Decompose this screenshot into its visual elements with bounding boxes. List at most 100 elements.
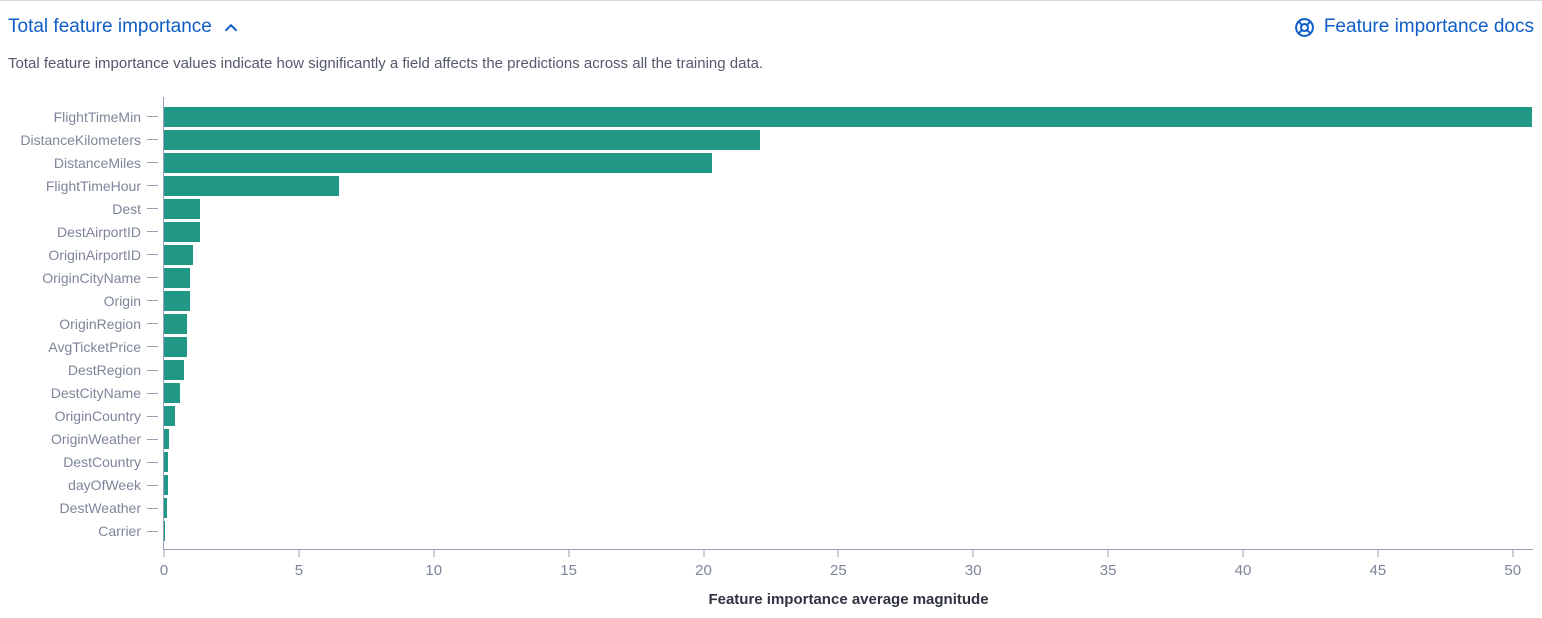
bar[interactable]	[164, 267, 191, 288]
x-axis-title: Feature importance average magnitude	[708, 591, 989, 608]
x-axis-tick-label: 45	[1369, 562, 1387, 579]
bar[interactable]	[164, 129, 761, 150]
y-axis-label: DestCityName	[50, 385, 141, 402]
section-description: Total feature importance values indicate…	[8, 55, 764, 72]
bar[interactable]	[164, 106, 1532, 127]
y-axis-label: DistanceKilometers	[20, 131, 141, 148]
x-axis-tick-label: 15	[560, 562, 577, 579]
y-axis-label: OriginRegion	[59, 315, 141, 332]
y-axis-tick	[147, 185, 158, 187]
bar-row: DestCityName	[51, 382, 1533, 405]
y-axis-label: FlightTimeMin	[53, 108, 141, 125]
x-axis-tick	[1377, 549, 1379, 557]
x-axis-tick-label: 25	[830, 562, 847, 579]
total-feature-importance-toggle[interactable]: Total feature importance	[8, 13, 239, 41]
y-axis-label: DistanceMiles	[53, 154, 141, 171]
x-axis-tick	[1512, 549, 1514, 557]
y-axis-tick	[147, 139, 158, 141]
y-axis-tick	[147, 162, 158, 164]
y-axis-tick	[147, 461, 158, 463]
bar-row: dayOfWeek	[68, 474, 1533, 497]
y-axis-tick	[147, 300, 158, 302]
bar[interactable]	[164, 475, 169, 496]
x-axis-tick	[703, 549, 704, 557]
y-axis-label: Origin	[103, 292, 141, 309]
y-axis-label: DestWeather	[59, 500, 141, 517]
y-axis-label: OriginWeather	[50, 431, 141, 448]
y-axis-tick	[147, 438, 158, 440]
bar-rows: FlightTimeMin DistanceKilometers DistanceM…	[20, 105, 1533, 543]
bar[interactable]	[164, 429, 169, 450]
feature-importance-docs-link[interactable]: Feature importance docs	[1294, 13, 1534, 41]
bar-row: OriginWeather	[51, 428, 1533, 451]
bar[interactable]	[164, 360, 185, 381]
y-axis-tick	[147, 116, 158, 118]
y-axis-label: dayOfWeek	[68, 477, 141, 494]
section-title: Total feature importance	[8, 16, 212, 37]
bar-row: DestRegion	[68, 359, 1533, 382]
bar-row: DestAirportID	[57, 220, 1533, 243]
x-axis-tick-label: 20	[695, 562, 712, 579]
x-axis-tick-label: 40	[1234, 562, 1252, 579]
bar-row: FlightTimeMin	[54, 105, 1533, 128]
docs-link-label: Feature importance docs	[1323, 16, 1534, 37]
bar[interactable]	[164, 498, 167, 519]
bar[interactable]	[164, 383, 180, 404]
bar[interactable]	[164, 244, 193, 265]
bar[interactable]	[164, 452, 169, 473]
y-axis-tick	[147, 507, 158, 509]
bar[interactable]	[164, 336, 187, 357]
y-axis-label: Dest	[112, 200, 141, 217]
x-axis-tick	[433, 549, 435, 557]
bar[interactable]	[164, 290, 190, 311]
y-axis-tick	[147, 484, 158, 486]
bar-row: DistanceMiles	[54, 151, 1533, 174]
x-axis-tick-label: 35	[1099, 562, 1117, 579]
y-axis-tick	[147, 277, 158, 279]
y-axis-label: OriginCountry	[54, 408, 141, 425]
bar-row: OriginRegion	[59, 312, 1533, 335]
bar[interactable]	[164, 521, 166, 542]
y-axis-tick	[147, 346, 158, 348]
bar[interactable]	[164, 406, 176, 427]
x-axis-tick-label: 10	[425, 562, 443, 579]
y-axis-tick	[147, 369, 158, 371]
y-axis-label: AvgTicketPrice	[48, 338, 141, 355]
x-axis-tick	[972, 549, 974, 557]
y-axis-label: DestRegion	[67, 362, 141, 379]
x-axis-tick-label: 50	[1504, 562, 1522, 579]
bar-row: OriginCountry	[55, 405, 1533, 428]
y-axis-label: DestAirportID	[56, 223, 141, 240]
bar-row: DestCountry	[63, 451, 1533, 474]
bar-row: Origin	[104, 289, 1533, 312]
bar-row: AvgTicketPrice	[48, 335, 1533, 358]
y-axis-label: DestCountry	[63, 454, 141, 471]
y-axis-tick	[147, 392, 158, 394]
y-axis-tick	[147, 254, 158, 256]
bar[interactable]	[164, 313, 188, 334]
x-axis-tick	[298, 549, 300, 557]
bar-row: OriginCityName	[42, 266, 1533, 289]
x-axis-tick	[837, 549, 839, 557]
y-axis-tick	[147, 530, 158, 532]
y-axis-tick	[147, 231, 158, 233]
y-axis-label: Carrier	[98, 523, 141, 540]
bar[interactable]	[164, 221, 200, 242]
bar[interactable]	[164, 198, 201, 219]
x-axis-tick-label: 30	[964, 562, 982, 579]
x-axis-tick-label: 0	[159, 562, 169, 579]
bar-row: FlightTimeHour	[46, 174, 1533, 197]
bar-row: Dest	[112, 197, 1533, 220]
bar-row: OriginAirportID	[48, 243, 1533, 266]
bar-row: DistanceKilometers	[20, 128, 1533, 151]
x-axis-tick-label: 5	[294, 562, 304, 579]
panel-header: Total feature importance Feature importa…	[8, 13, 1534, 41]
plot-area: FlightTimeMin DistanceKilometers DistanceM…	[20, 97, 1533, 608]
bar[interactable]	[164, 175, 340, 196]
y-axis-label: OriginAirportID	[48, 246, 141, 263]
y-axis-tick	[147, 323, 158, 325]
x-axis-tick	[1242, 549, 1244, 557]
bar[interactable]	[164, 152, 712, 173]
y-axis-label: OriginCityName	[42, 269, 141, 286]
